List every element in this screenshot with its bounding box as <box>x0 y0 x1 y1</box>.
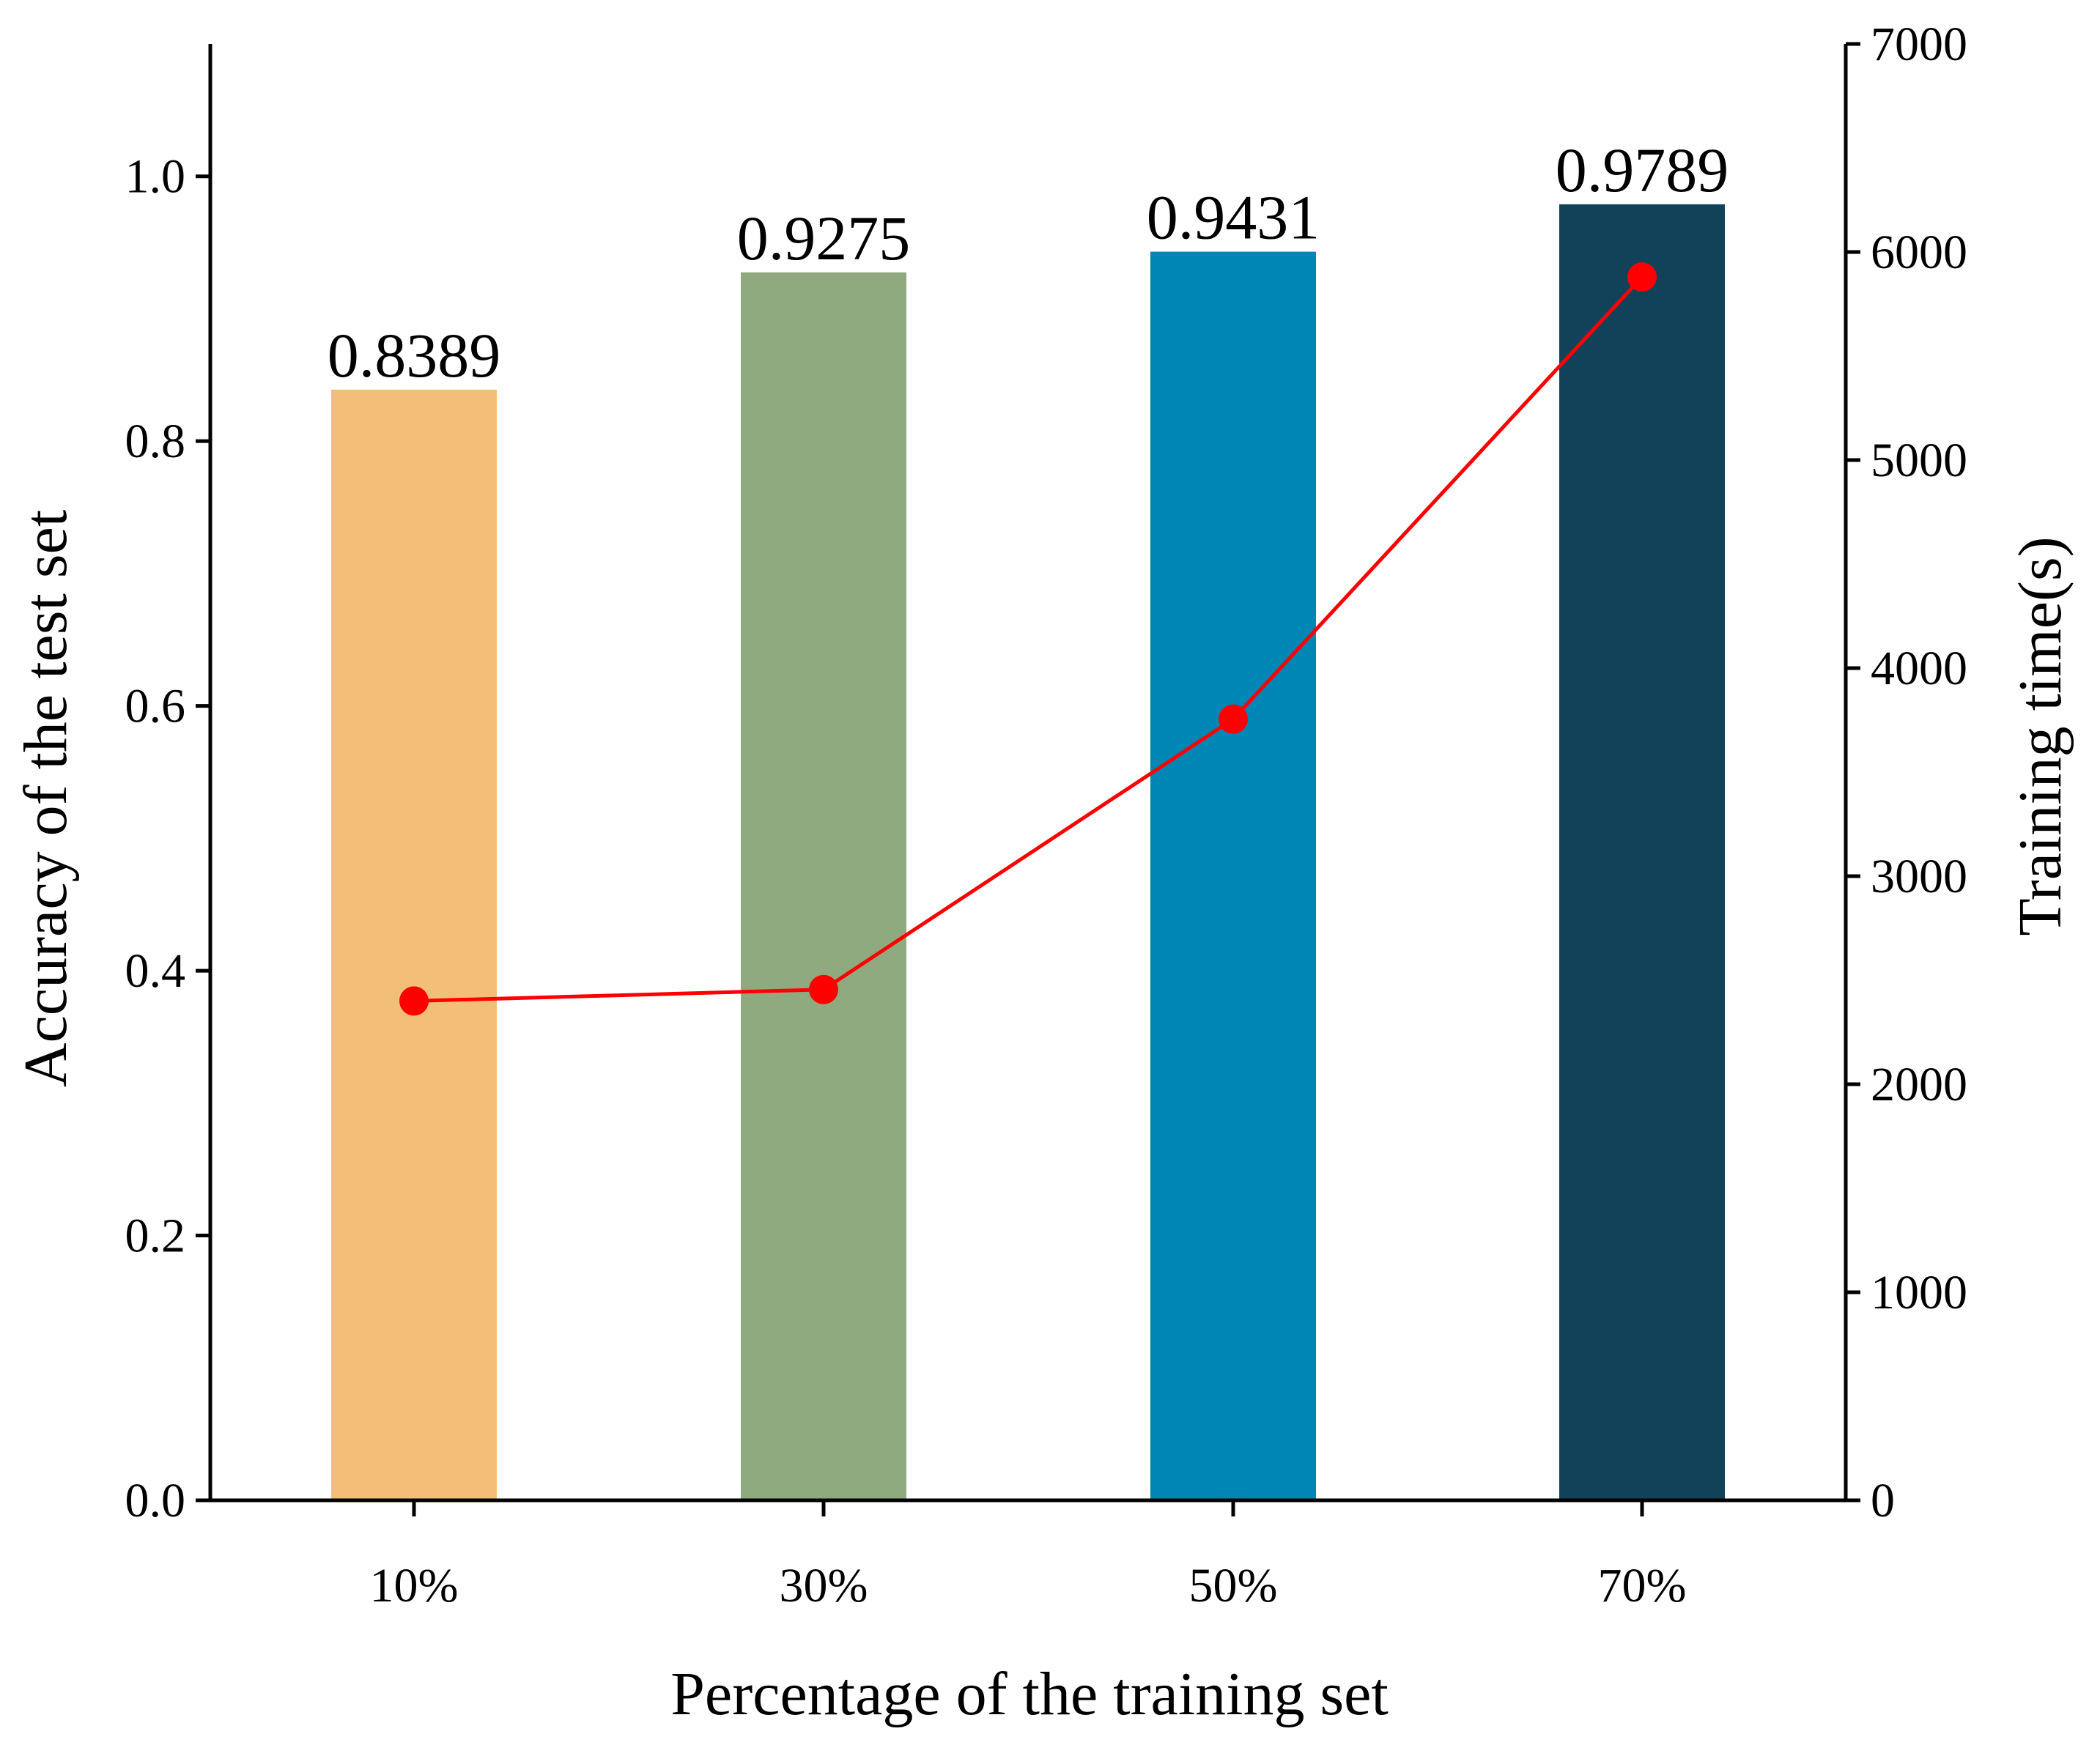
bar-70pct <box>1559 204 1725 1500</box>
left-y-tick-label: 0.8 <box>125 415 186 468</box>
left-y-tick-label: 0.0 <box>125 1474 186 1527</box>
training-time-point <box>399 986 429 1016</box>
bar-value-label: 0.9789 <box>1556 135 1729 205</box>
axes-layer <box>208 44 1848 1503</box>
bar-value-label: 0.9431 <box>1147 182 1320 253</box>
bar-30pct <box>741 272 906 1501</box>
right-y-tick-label: 7000 <box>1871 18 1967 71</box>
y-axis-title: Accuracy of the test set <box>12 510 80 1087</box>
right-y-tick-label: 6000 <box>1871 226 1967 279</box>
ticks-layer <box>196 42 1860 1516</box>
right-y-tick-label: 2000 <box>1871 1058 1967 1111</box>
labels-layer: 0.8389 0.9275 0.9431 0.9789 0.0 0.2 0.4 0.6 0.8 1… <box>125 18 1968 1612</box>
y2-axis-title: Training time(s) <box>2006 536 2074 936</box>
bar-10pct <box>331 389 497 1500</box>
bar-50pct <box>1150 251 1316 1501</box>
right-y-tick-label: 0 <box>1871 1474 1895 1527</box>
x-tick-label: 30% <box>780 1559 868 1612</box>
training-time-point <box>809 974 838 1004</box>
left-y-tick-label: 0.2 <box>125 1209 186 1263</box>
x-tick-label: 10% <box>370 1559 459 1612</box>
training-time-line <box>413 275 1644 1003</box>
bar-value-label: 0.8389 <box>328 320 501 390</box>
right-y-tick-label: 4000 <box>1871 642 1967 695</box>
bar-value-label: 0.9275 <box>737 203 911 273</box>
left-y-tick-label: 1.0 <box>125 150 186 204</box>
right-y-tick-label: 1000 <box>1871 1266 1967 1319</box>
left-y-tick-label: 0.4 <box>125 944 186 998</box>
line-layer <box>399 262 1657 1016</box>
training-time-point <box>1627 262 1657 292</box>
bars-layer <box>331 204 1725 1501</box>
right-y-tick-label: 5000 <box>1871 434 1967 487</box>
right-y-tick-label: 3000 <box>1871 850 1967 903</box>
x-tick-label: 70% <box>1598 1559 1687 1612</box>
training-time-point <box>1219 704 1248 734</box>
left-y-tick-label: 0.6 <box>125 680 186 733</box>
x-axis-title: Percentage of the training set <box>670 1660 1389 1728</box>
x-tick-label: 50% <box>1189 1559 1278 1612</box>
